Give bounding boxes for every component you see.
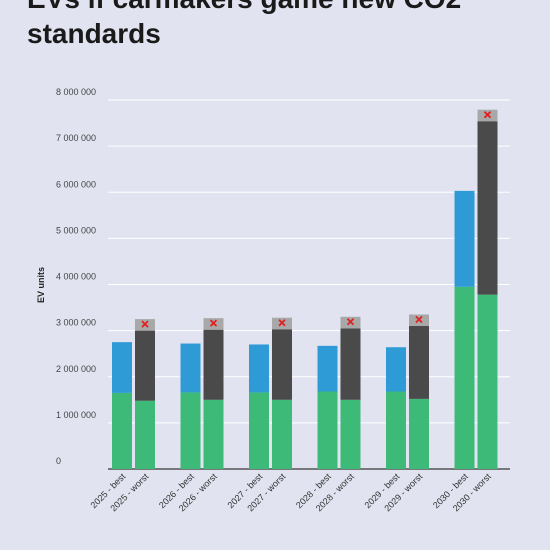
bar-segment [454, 286, 475, 469]
chart-title-line-2: standards [27, 18, 161, 49]
chart-title-line-1: EVs if carmakers game new CO2 [27, 0, 461, 13]
bar-segment [386, 347, 406, 392]
bar-segment [272, 329, 292, 400]
cross-marker [415, 315, 423, 324]
bar-segment [135, 400, 155, 469]
bar-segment [112, 342, 132, 393]
bar-segment [180, 343, 201, 393]
bar-segment [272, 399, 292, 469]
bar-segment [454, 190, 475, 287]
bar-segment [249, 344, 269, 393]
bar-segment [203, 329, 224, 400]
bar-segment [180, 392, 201, 469]
y-tick-label: 6 000 000 [56, 179, 96, 189]
y-tick-label: 5 000 000 [56, 225, 96, 235]
cross-marker [483, 111, 492, 119]
cross-marker [141, 320, 149, 328]
bar-segment [203, 399, 224, 469]
y-tick-label: 7 000 000 [56, 133, 96, 143]
cross-marker [278, 319, 286, 327]
cross-marker [346, 318, 355, 326]
y-tick-label: 8 000 000 [56, 87, 96, 97]
bar-segment [340, 399, 361, 469]
y-tick-label: 3 000 000 [56, 318, 96, 328]
bar-segment [340, 328, 361, 400]
bar-segment [409, 326, 429, 399]
bar-segment [477, 121, 498, 295]
bar-segment [317, 345, 338, 392]
bar-segment [386, 391, 406, 469]
y-tick-label: 4 000 000 [56, 272, 96, 282]
cross-marker [209, 319, 218, 327]
bar-segment [477, 294, 498, 469]
bar-segment [409, 398, 429, 469]
y-axis-label: EV units [36, 267, 46, 303]
bar-segment [135, 330, 155, 401]
bar-segment [249, 392, 269, 469]
y-tick-label: 0 [56, 456, 61, 466]
bar-segment [112, 392, 132, 469]
y-tick-label: 2 000 000 [56, 364, 96, 374]
bar-segment [317, 391, 338, 469]
y-tick-label: 1 000 000 [56, 410, 96, 420]
